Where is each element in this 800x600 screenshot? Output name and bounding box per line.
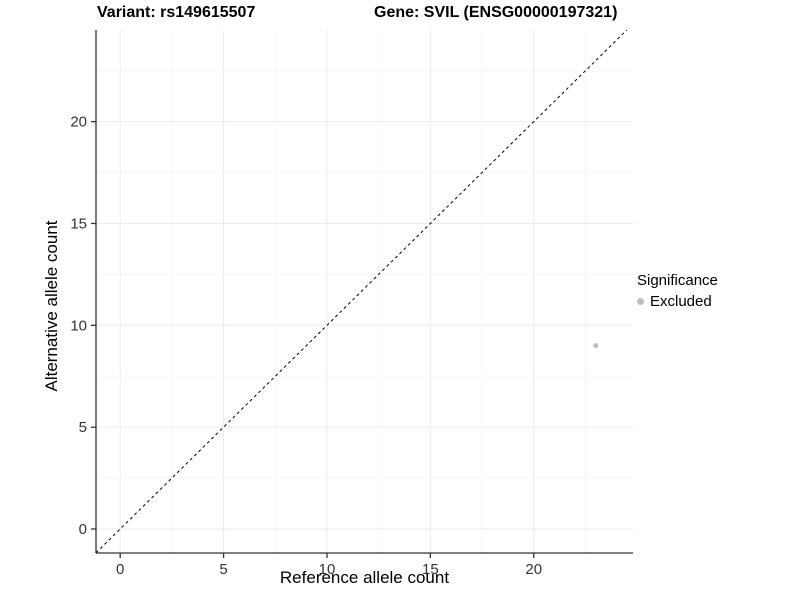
y-axis-title: Alternative allele count <box>42 220 61 392</box>
x-tick-label: 20 <box>525 561 542 578</box>
legend-entry-label: Excluded <box>650 293 712 310</box>
identity-line <box>95 29 628 554</box>
x-tick-label: 15 <box>422 561 439 578</box>
x-tick-label: 0 <box>116 561 124 578</box>
gene-title: Gene: SVIL (ENSG00000197321) <box>374 4 618 21</box>
legend-title: Significance <box>637 272 718 289</box>
x-axis-title: Reference allele count <box>279 568 450 587</box>
x-tick-label: 5 <box>219 561 227 578</box>
x-tick-label: 10 <box>319 561 336 578</box>
y-tick-label: 10 <box>70 317 87 334</box>
legend: Significance Excluded <box>637 272 718 310</box>
y-tick-label: 15 <box>70 215 87 232</box>
data-point <box>593 343 599 349</box>
y-tick-label: 0 <box>79 521 87 538</box>
y-tick-label: 20 <box>70 114 87 131</box>
y-tick-label: 5 <box>79 419 87 436</box>
excluded-point-icon <box>637 298 644 305</box>
variant-title: Variant: rs149615507 <box>97 4 256 21</box>
legend-entry: Excluded <box>637 293 718 310</box>
